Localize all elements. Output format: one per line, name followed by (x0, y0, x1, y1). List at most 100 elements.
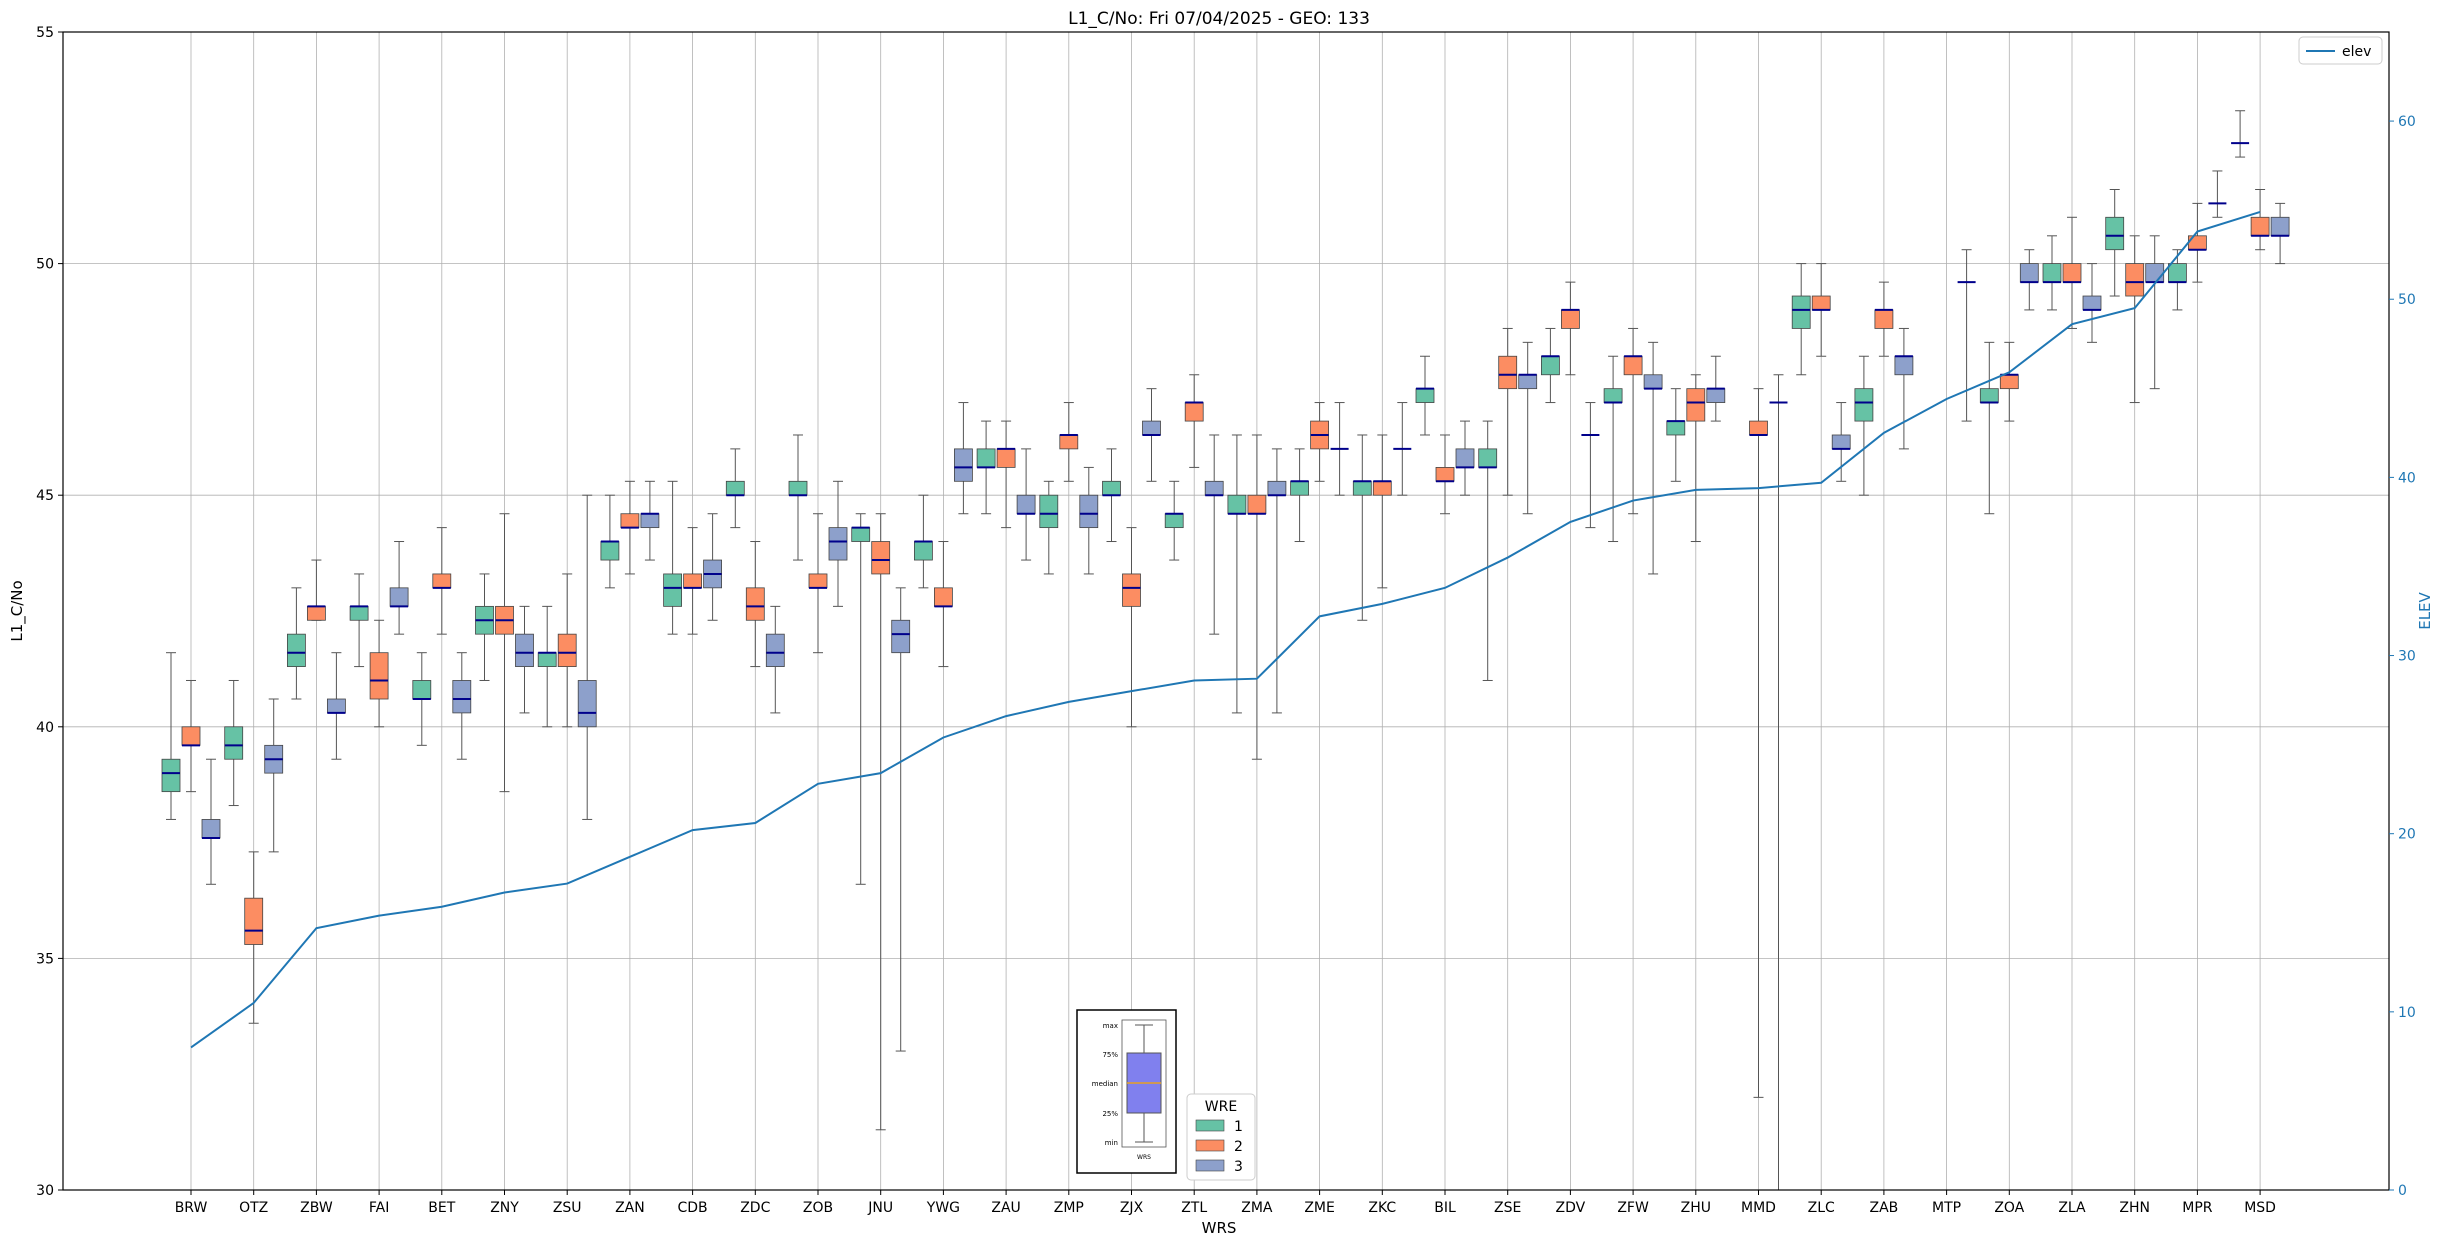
x-tick-label: CDB (678, 1200, 708, 1216)
box-body (326, 698, 346, 714)
box-body (891, 619, 911, 654)
box-ZHU-wre1 (1666, 388, 1686, 482)
box-body (2019, 263, 2039, 283)
box-ZSE-wre1 (1478, 420, 1498, 681)
box-FAI-wre3 (389, 541, 409, 635)
box-ZAU-wre2 (996, 420, 1016, 529)
wre-legend-title: WRE (1205, 1099, 1237, 1115)
box-FAI-wre1 (349, 573, 369, 668)
box-body (934, 587, 953, 607)
box-body (1831, 434, 1851, 450)
box-body (2270, 216, 2290, 237)
box-ZSE-wre3 (1518, 341, 1538, 515)
y-tick-label: 45 (36, 488, 54, 504)
box-body (2082, 295, 2102, 311)
box-OTZ-wre3 (264, 698, 284, 853)
box-body (349, 605, 369, 621)
box-ZME-wre1 (1290, 448, 1309, 543)
box-ZKC-wre1 (1352, 434, 1372, 621)
box-body (1352, 480, 1372, 496)
box-BRW-wre1 (161, 652, 181, 820)
box-body (1874, 309, 1894, 329)
box-CDB-wre3 (703, 513, 722, 621)
x-tick-label: ZFW (1617, 1200, 1649, 1216)
box-body (1686, 388, 1706, 422)
boxplot-key-min: min (1105, 1139, 1118, 1147)
boxplot-key: max 75% median 25% min WRS (1076, 1009, 1177, 1174)
box-body (537, 652, 557, 667)
box-ZFW-wre3 (1643, 341, 1663, 575)
box-body (557, 633, 577, 667)
axes: BRW OTZ ZBW FAI BET ZNY ZSU ZAN CDB ZDC ZOB JNU YWG Z… (36, 25, 2416, 1216)
box-body (1059, 434, 1079, 450)
box-YWG-wre2 (934, 541, 953, 668)
box-MSD-wre1 (2231, 110, 2250, 158)
boxplot-key-q3: 75% (1102, 1051, 1118, 1059)
wre-legend-swatch-3 (1195, 1159, 1225, 1172)
box-body (1791, 295, 1811, 329)
box-ZOA-wre2 (1999, 341, 2019, 422)
x-tick-label: YWG (926, 1200, 960, 1216)
box-body (745, 587, 765, 621)
box-body (1184, 402, 1204, 422)
x-tick-label: BRW (175, 1200, 208, 1216)
box-ZMP-wre2 (1059, 402, 1079, 482)
box-body (2145, 263, 2165, 283)
box-body (1999, 374, 2019, 390)
box-body (976, 448, 996, 468)
x-tick-label: FAI (369, 1200, 389, 1216)
wre-legend-swatch-2 (1195, 1139, 1225, 1152)
box-ZHU-wre3 (1706, 355, 1726, 422)
box-body (1290, 480, 1309, 496)
box-BET-wre1 (412, 652, 432, 746)
box-body (851, 527, 871, 542)
box-body (224, 726, 244, 760)
elev-legend: elev (2298, 36, 2383, 65)
box-ZAB-wre1 (1854, 355, 1874, 496)
y2-tick-label: 30 (2398, 649, 2416, 665)
x-tick-label: ZSU (553, 1200, 582, 1216)
box-JNU-wre1 (851, 513, 871, 885)
box-BRW-wre2 (181, 679, 201, 793)
box-body (2042, 263, 2062, 283)
box-body (1643, 374, 1663, 390)
box-BIL-wre2 (1435, 434, 1455, 515)
box-JNU-wre2 (871, 513, 891, 1131)
box-body (2125, 263, 2145, 297)
box-ZSU-wre3 (577, 494, 597, 820)
box-body (1204, 480, 1224, 496)
box-ZMA-wre1 (1227, 434, 1247, 714)
box-body (1623, 355, 1643, 376)
x-tick-label: ZHN (2119, 1200, 2150, 1216)
y-tick-label: 30 (36, 1183, 54, 1199)
box-ZKC-wre3 (1393, 402, 1412, 496)
x-axis-label: WRS (1202, 1219, 1237, 1237)
box-ZLC-wre1 (1791, 263, 1811, 376)
box-body (1541, 355, 1560, 376)
box-ZAN-wre3 (640, 480, 660, 561)
y2-axis-label: ELEV (2416, 591, 2434, 629)
x-tick-label: ZDV (1556, 1200, 1586, 1216)
box-BIL-wre1 (1415, 355, 1435, 436)
box-body (600, 541, 620, 561)
box-body (1811, 295, 1831, 311)
box-ZHN-wre1 (2105, 188, 2125, 297)
box-body (1894, 355, 1914, 376)
y2-tick-label: 10 (2398, 1005, 2416, 1021)
x-tick-label: ZBW (300, 1200, 333, 1216)
box-body (1561, 309, 1580, 329)
x-tick-label: ZAB (1870, 1200, 1899, 1216)
x-tick-label: ZTL (1181, 1200, 1207, 1216)
y2-tick-label: 40 (2398, 470, 2416, 486)
y2-tick-label: 0 (2398, 1183, 2407, 1199)
box-ZDC-wre3 (765, 605, 785, 714)
box-YWG-wre3 (954, 402, 973, 515)
box-body (1079, 494, 1099, 529)
box-body (1854, 388, 1874, 422)
box-ZMA-wre2 (1247, 434, 1267, 760)
wre-legend-frame (1186, 1093, 1256, 1181)
box-body (1122, 573, 1141, 607)
x-tick-label: ZAN (615, 1200, 645, 1216)
box-body (1666, 420, 1686, 436)
